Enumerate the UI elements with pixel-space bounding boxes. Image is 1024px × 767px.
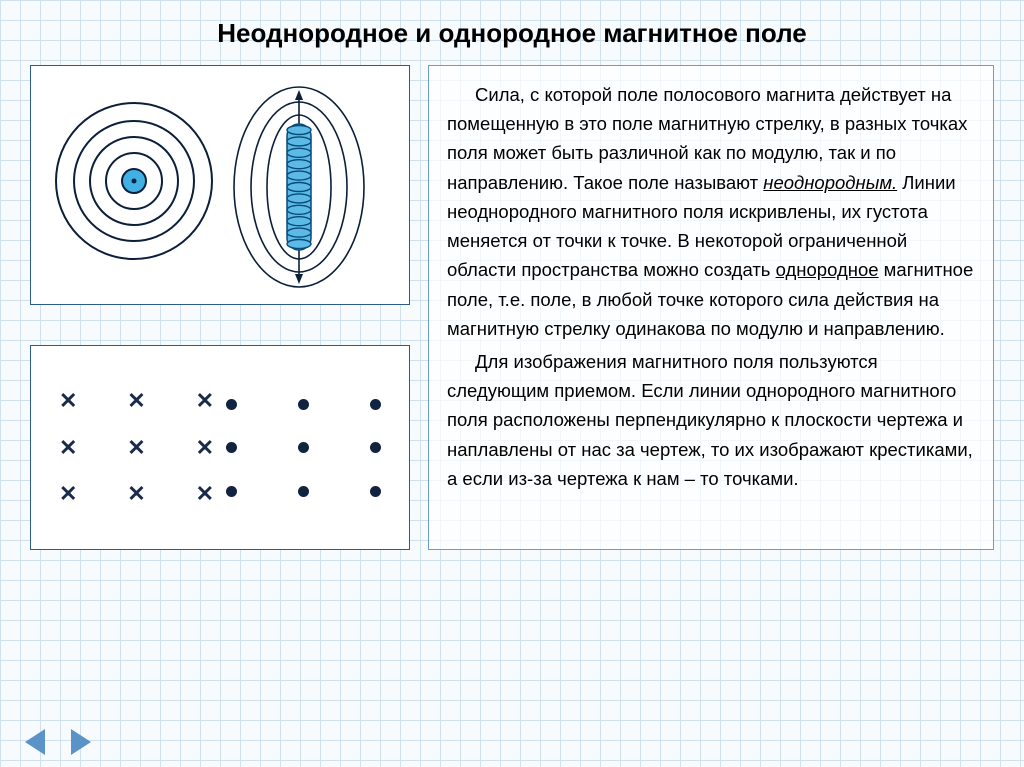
text-panel: Сила, с которой поле полосового магнита … [428,65,994,550]
prev-slide-button[interactable] [18,727,52,757]
next-slide-button[interactable] [64,727,98,757]
paragraph-1: Сила, с которой поле полосового магнита … [447,80,975,343]
chevron-left-icon [25,729,45,755]
slide-nav [18,727,98,757]
field-out-of-page-dots [226,346,381,549]
concentric-field-lines-icon [49,96,219,266]
two-column-layout: ✕✕✕ ✕✕✕ ✕✕✕ Сила, с которой поле полосов… [30,65,994,550]
slide-content: Неоднородное и однородное магнитное поле [0,0,1024,767]
paragraph-2: Для изображения магнитного поля пользуют… [447,347,975,493]
figures-column: ✕✕✕ ✕✕✕ ✕✕✕ [30,65,410,550]
page-title: Неоднородное и однородное магнитное поле [30,18,994,49]
field-into-page-crosses: ✕✕✕ ✕✕✕ ✕✕✕ [59,346,214,549]
figure-nonuniform-field [30,65,410,305]
chevron-right-icon [71,729,91,755]
solenoid-field-lines-icon [229,82,369,292]
figure-uniform-field-notation: ✕✕✕ ✕✕✕ ✕✕✕ [30,345,410,550]
